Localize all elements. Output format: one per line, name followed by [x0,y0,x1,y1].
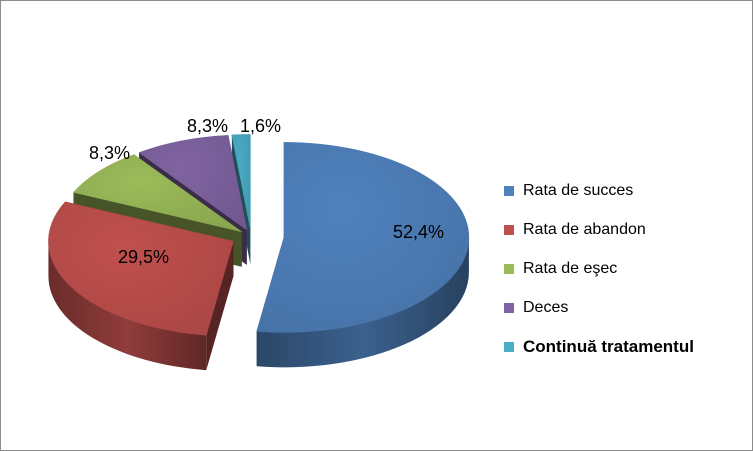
legend-item: Rata de succes [504,171,749,210]
data-label: 8,3% [187,116,228,136]
legend-swatch [504,341,514,352]
legend: Rata de succes Rata de abandon Rata de eşe… [504,171,749,366]
legend-item: Deces [504,288,749,327]
legend-swatch [504,185,514,196]
data-label: 1,6% [240,116,281,136]
legend-label: Rata de eşec [523,259,618,277]
legend-label: Deces [523,298,569,316]
legend-label: Rata de succes [523,181,634,199]
data-label: 8,3% [89,143,130,163]
legend-label: Continuă tratamentul [523,336,694,356]
slice-rata-de-succes [256,142,470,368]
legend-item: Continuă tratamentul [504,327,749,366]
legend-swatch [504,224,514,235]
legend-swatch [504,302,514,313]
legend-item: Rata de eşec [504,249,749,288]
data-label: 52,4% [393,222,444,242]
slice-rata-de-abandon [48,201,234,371]
legend-swatch [504,263,514,274]
legend-item: Rata de abandon [504,210,749,249]
legend-label: Rata de abandon [523,220,646,238]
data-label: 29,5% [118,247,169,267]
